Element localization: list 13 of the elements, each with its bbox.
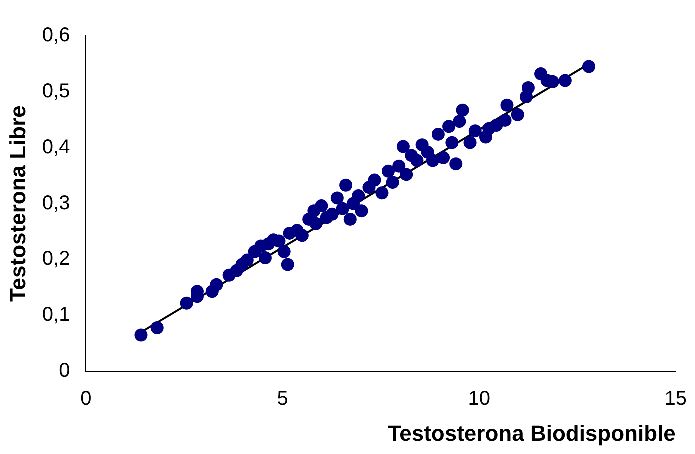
y-tick-label: 0,1: [42, 304, 70, 326]
y-tick-label: 0: [59, 360, 70, 382]
y-tick-label: 0,2: [42, 248, 70, 270]
y-axis-title: Testosterona Libre: [5, 106, 30, 302]
x-tick-label: 10: [468, 388, 490, 410]
y-tick-label: 0,6: [42, 24, 70, 47]
x-tick-label: 5: [277, 388, 288, 410]
y-tick-label: 0,5: [42, 80, 70, 102]
x-axis-title: Testosterona Biodisponible: [388, 420, 676, 446]
y-tick-label: 0,4: [42, 136, 70, 158]
y-tick-label: 0,3: [42, 192, 70, 214]
x-tick-label: 15: [664, 388, 687, 410]
x-tick-label: 0: [80, 388, 92, 410]
